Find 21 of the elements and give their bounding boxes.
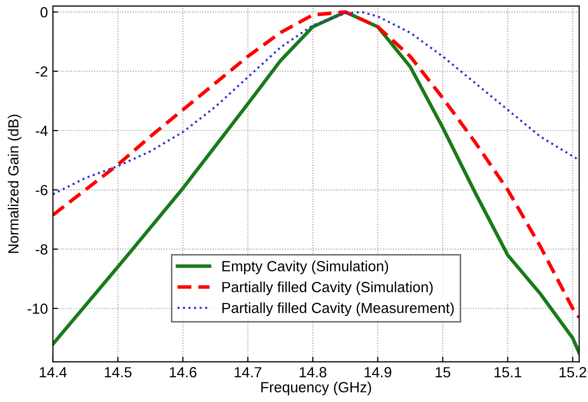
y-tick-label: 0 — [40, 7, 48, 18]
x-tick-label: 14.6 — [170, 367, 196, 378]
x-tick-label: 15.1 — [494, 367, 522, 378]
x-tick-label: 15 — [436, 367, 450, 378]
y-tick-label: -8 — [36, 244, 48, 255]
x-tick-label: 14.4 — [40, 367, 67, 378]
y-tick-label: -10 — [28, 304, 48, 314]
x-tick-label: 14.5 — [104, 367, 132, 378]
legend-label: Partially filled Cavity (Measurement) — [222, 302, 454, 316]
legend-label: Empty Cavity (Simulation) — [222, 260, 388, 274]
x-tick-label: 14.8 — [300, 367, 326, 378]
x-axis-title: Frequency (GHz) — [261, 382, 372, 396]
x-tick-label: 14.9 — [364, 367, 392, 378]
x-tick-label: 14.7 — [234, 367, 262, 378]
y-tick-label: -6 — [36, 184, 48, 196]
legend-label: Partially filled Cavity (Simulation) — [222, 282, 433, 296]
y-axis-title: Normalized Gain (dB) — [8, 114, 22, 253]
y-tick-label: -2 — [36, 66, 48, 77]
y-tick-label: -4 — [36, 126, 48, 136]
x-tick-label: 15.2 — [560, 367, 586, 378]
line-series — [52, 10, 580, 196]
